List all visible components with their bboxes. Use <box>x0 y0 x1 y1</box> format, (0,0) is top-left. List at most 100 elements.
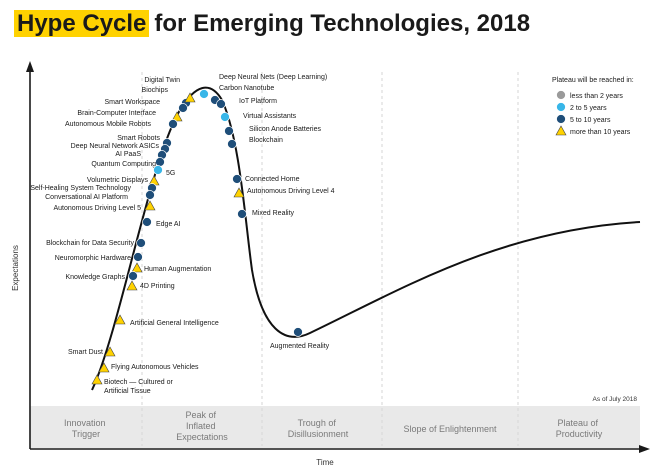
legend-item-gt10: more than 10 years <box>555 125 631 136</box>
tech-autonomous-driving-level-5: Autonomous Driving Level 5 <box>53 200 156 212</box>
technology-label: Autonomous Driving Level 5 <box>53 205 141 212</box>
tech-marker <box>227 139 237 149</box>
as-of-date: As of July 2018 <box>593 396 638 403</box>
tech-mixed-reality: Mixed Reality <box>237 209 295 219</box>
technology-label: Blockchain for Data Security <box>46 240 134 247</box>
legend-item-lt2: less than 2 years <box>556 90 623 100</box>
technology-label: 5G <box>166 170 175 177</box>
technology-label: Brain-Computer Interface <box>77 110 156 117</box>
technology-label: Autonomous Driving Level 4 <box>247 188 335 195</box>
technology-label: Digital Twin <box>144 77 180 84</box>
y-axis-arrow <box>26 61 34 72</box>
technology-label: Blockchain <box>249 137 283 144</box>
title-rest: for Emerging Technologies, 2018 <box>154 10 531 37</box>
technology-label: Artificial General Intelligence <box>130 320 219 327</box>
chart-title: Hype Cycle for Emerging Technologies, 201… <box>14 9 530 39</box>
tech-marker <box>199 89 209 99</box>
tech-flying-autonomous-vehicles: Flying Autonomous Vehicles <box>98 362 199 373</box>
tech-marker <box>128 271 138 281</box>
technology-label: Biochips <box>142 87 169 94</box>
technology-label: Mixed Reality <box>252 210 295 217</box>
technology-label: IoT Platform <box>239 98 277 105</box>
phase-slope: Slope of Enlightenment <box>403 424 497 434</box>
legend-title: Plateau will be reached in: <box>552 77 634 84</box>
tech-volumetric-displays: Volumetric Displays <box>87 175 160 186</box>
tech-marker <box>126 280 138 291</box>
technology-label: AI PaaS <box>115 151 141 158</box>
legend-marker <box>556 102 566 112</box>
technology-label: Smart Dust <box>68 349 103 356</box>
technology-label: Silicon Anode Batteries <box>249 126 321 133</box>
legend-label: less than 2 years <box>570 93 623 100</box>
technology-label: Self-Healing System Technology <box>30 185 131 192</box>
tech-neuromorphic-hardware: Neuromorphic Hardware <box>55 252 143 262</box>
tech-marker <box>171 111 183 122</box>
legend-item-2to5: 2 to 5 years <box>556 102 607 112</box>
tech-silicon-anode-batteries: Silicon Anode Batteries <box>224 126 321 136</box>
legend-label: more than 10 years <box>570 129 631 136</box>
technology-label: Neuromorphic Hardware <box>55 255 131 262</box>
phase-trough: Trough of Disillusionment <box>288 418 349 439</box>
tech-marker <box>220 112 230 122</box>
tech-marker <box>232 174 242 184</box>
x-axis-label: Time <box>316 458 334 467</box>
technology-label: Biotech — Cultured or <box>104 379 174 386</box>
tech-connected-home: Connected Home <box>232 174 300 184</box>
technology-label: Human Augmentation <box>144 266 211 273</box>
technology-label: Smart Robots <box>117 135 160 142</box>
tech-marker <box>114 314 126 325</box>
legend: Plateau will be reached in: less than 2 … <box>552 77 634 136</box>
tech-blockchain-for-data-security: Blockchain for Data Security <box>46 238 146 248</box>
phase-line: Expectations <box>176 432 228 442</box>
tech-marker <box>144 200 156 211</box>
technology-label: Deep Neural Nets (Deep Learning) <box>219 74 327 81</box>
x-axis-arrow <box>639 445 650 453</box>
phase-peak: Peak of Inflated Expectations <box>176 410 228 442</box>
legend-marker <box>556 114 566 124</box>
technology-label: Knowledge Graphs <box>65 274 125 281</box>
technology-label: Connected Home <box>245 176 300 183</box>
phase-line: Trigger <box>72 429 100 439</box>
phase-line: Inflated <box>186 421 216 431</box>
tech-brain-computer-interface: Brain-Computer Interface <box>77 110 183 122</box>
phase-labels: Innovation Trigger Peak of Inflated Expe… <box>64 410 603 442</box>
legend-items: less than 2 years 2 to 5 years 5 to 10 yea… <box>555 90 631 136</box>
phase-separators <box>141 72 519 446</box>
tech-smart-dust: Smart Dust <box>68 346 116 357</box>
tech-knowledge-graphs: Knowledge Graphs <box>65 271 138 281</box>
title-highlight: Hype Cycle <box>14 10 150 37</box>
tech-autonomous-driving-level-4: Autonomous Driving Level 4 <box>233 187 335 198</box>
tech-deep-neural-nets-deep-learning: Deep Neural Nets (Deep Learning) <box>199 74 327 99</box>
legend-marker <box>555 125 567 136</box>
technology-label: Augmented Reality <box>270 343 330 350</box>
tech-4d-printing: 4D Printing <box>126 280 175 291</box>
y-axis-label: Expectations <box>11 245 20 291</box>
technology-label: Deep Neural Network ASICs <box>71 143 160 150</box>
technology-label: Autonomous Mobile Robots <box>65 121 151 128</box>
tech-marker <box>168 119 178 129</box>
phase-line: Productivity <box>556 429 603 439</box>
phase-innovation-trigger: Innovation Trigger <box>64 418 108 439</box>
phase-line: Innovation <box>64 418 106 428</box>
technology-points: Digital Twin Biochips Smart Workspace Brain… <box>30 74 334 395</box>
tech-marker <box>233 187 245 198</box>
tech-augmented-reality: Augmented Reality <box>270 327 330 350</box>
tech-marker <box>145 190 155 200</box>
technology-label: 4D Printing <box>140 283 175 290</box>
tech-marker <box>178 103 188 113</box>
tech-marker <box>153 165 163 175</box>
tech-marker <box>293 327 303 337</box>
tech-marker <box>237 209 247 219</box>
legend-label: 2 to 5 years <box>570 105 607 112</box>
technology-label: Smart Workspace <box>105 99 161 106</box>
tech-conversational-ai-platform: Conversational AI Platform <box>45 190 155 201</box>
tech-marker <box>133 252 143 262</box>
legend-label: 5 to 10 years <box>570 117 611 124</box>
technology-label: Quantum Computing <box>91 161 156 168</box>
tech-marker <box>91 374 103 385</box>
tech-edge-ai: Edge AI <box>142 217 181 228</box>
tech-quantum-computing: Quantum Computing <box>91 157 165 168</box>
tech-self-healing-system-technology: Self-Healing System Technology <box>30 183 157 193</box>
technology-label: Carbon Nanotube <box>219 85 274 92</box>
